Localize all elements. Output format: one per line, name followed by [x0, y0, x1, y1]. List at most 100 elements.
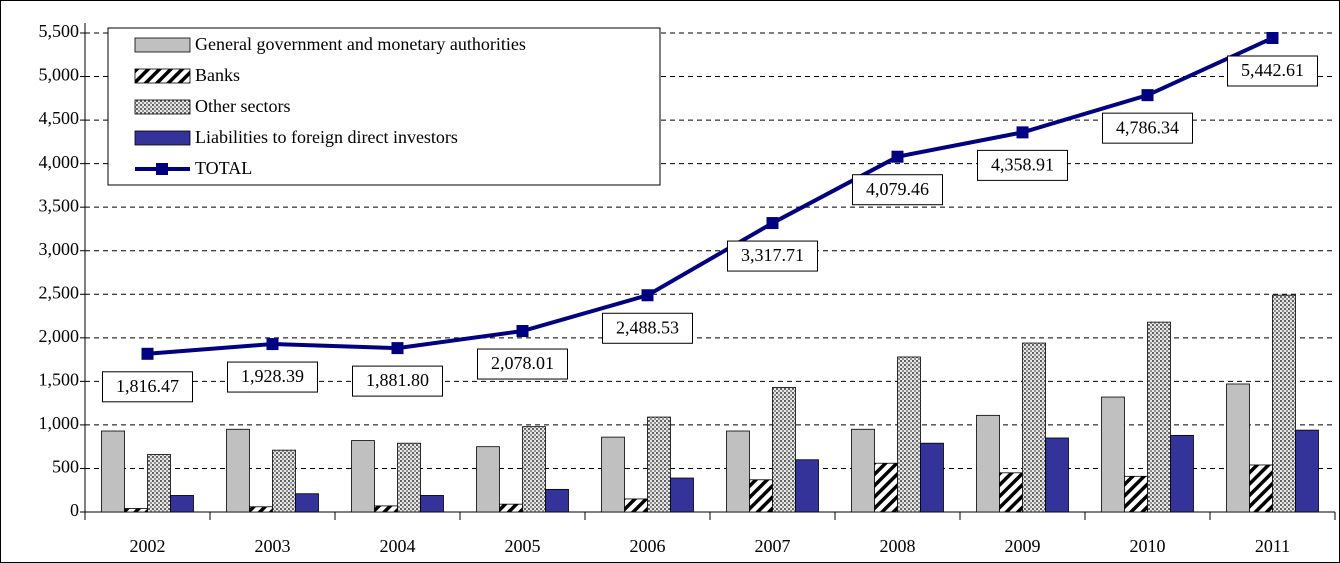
y-tick-label: 5,000: [39, 65, 80, 85]
marker: [1141, 89, 1154, 102]
bar: [1272, 294, 1296, 513]
bar: [851, 428, 875, 513]
legend-label: Banks: [195, 65, 240, 85]
y-tick-label: 1,000: [39, 413, 80, 433]
data-label-box: [477, 348, 568, 380]
bar: [920, 442, 944, 513]
bar: [170, 495, 194, 513]
y-tick-label: 3,000: [39, 239, 80, 259]
bar: [295, 493, 319, 513]
x-tick-label: 2009: [1005, 536, 1041, 556]
data-label: 5,442.61: [1241, 60, 1304, 80]
x-tick-label: 2003: [255, 536, 291, 556]
bar: [670, 477, 694, 513]
legend-label: Other sectors: [195, 96, 290, 116]
bar: [124, 508, 148, 513]
bar: [976, 414, 1000, 513]
bar: [1295, 429, 1319, 513]
bar: [374, 505, 398, 513]
marker: [1016, 126, 1029, 139]
legend-swatch: [134, 130, 191, 146]
data-label: 1,881.80: [366, 370, 429, 390]
bar: [1045, 437, 1069, 513]
bar: [545, 488, 569, 513]
bar: [772, 387, 796, 513]
legend-swatch: [134, 37, 191, 53]
data-label-box: [727, 240, 818, 272]
bar: [272, 449, 296, 513]
bar: [420, 495, 444, 513]
y-tick-label: 2,500: [39, 282, 80, 302]
marker: [391, 342, 404, 355]
y-tick-label: 4,000: [39, 152, 80, 172]
x-tick-label: 2002: [130, 536, 166, 556]
bar: [795, 459, 819, 513]
bar: [351, 440, 375, 513]
bar: [249, 506, 273, 513]
legend-label: TOTAL: [195, 158, 252, 178]
marker: [516, 325, 529, 338]
legend-marker: [156, 163, 168, 175]
bar: [522, 426, 546, 513]
marker: [891, 150, 904, 163]
data-label-box: [227, 361, 318, 393]
bar: [499, 503, 523, 513]
legend-label: General government and monetary authorit…: [195, 34, 526, 54]
legend-label: Liabilities to foreign direct investors: [195, 127, 458, 147]
y-tick-label: 2,000: [39, 326, 80, 346]
data-label-box: [352, 365, 443, 397]
x-tick-label: 2004: [380, 536, 416, 556]
legend: [107, 27, 661, 186]
legend-swatch: [134, 68, 191, 84]
bar: [147, 454, 171, 513]
bar: [1022, 342, 1046, 513]
bar: [874, 462, 898, 513]
data-label-box: [1102, 112, 1193, 144]
marker: [766, 217, 779, 230]
y-tick-label: 5,500: [39, 21, 80, 41]
bar: [624, 498, 648, 513]
data-label: 4,079.46: [866, 179, 929, 199]
bar: [1147, 321, 1171, 513]
y-tick-label: 1,500: [39, 369, 80, 389]
bar: [1124, 475, 1148, 513]
x-tick-label: 2010: [1130, 536, 1166, 556]
data-label: 1,816.47: [116, 376, 179, 396]
x-tick-label: 2011: [1255, 536, 1290, 556]
y-tick-label: 4,500: [39, 108, 80, 128]
total-line: [147, 36, 1274, 356]
x-tick-label: 2007: [755, 536, 791, 556]
y-tick-label: 0: [70, 500, 79, 520]
bar: [1226, 383, 1250, 513]
bar: [1249, 464, 1273, 513]
bar: [726, 430, 750, 513]
data-label-box: [1227, 55, 1318, 87]
bar: [101, 430, 125, 513]
bar: [226, 428, 250, 513]
data-label: 2,488.53: [616, 317, 679, 337]
bar: [647, 416, 671, 513]
legend-swatch: [134, 99, 191, 115]
x-tick-label: 2006: [630, 536, 666, 556]
marker: [1266, 31, 1279, 44]
data-label: 2,078.01: [491, 353, 554, 373]
y-tick-label: 500: [52, 457, 79, 477]
bar: [1101, 396, 1125, 513]
marker: [641, 289, 654, 302]
marker: [141, 347, 154, 360]
bar: [476, 446, 500, 513]
data-label-box: [977, 149, 1068, 181]
data-label: 1,928.39: [241, 366, 304, 386]
bar: [749, 479, 773, 513]
data-label: 4,786.34: [1116, 117, 1179, 137]
bar: [1170, 434, 1194, 513]
x-tick-label: 2008: [880, 536, 916, 556]
data-label-box: [102, 371, 193, 403]
bar: [601, 436, 625, 513]
bar: [999, 472, 1023, 513]
data-label: 4,358.91: [991, 155, 1054, 175]
data-label: 3,317.71: [741, 245, 804, 265]
bar: [897, 356, 921, 513]
data-label-box: [852, 174, 943, 206]
